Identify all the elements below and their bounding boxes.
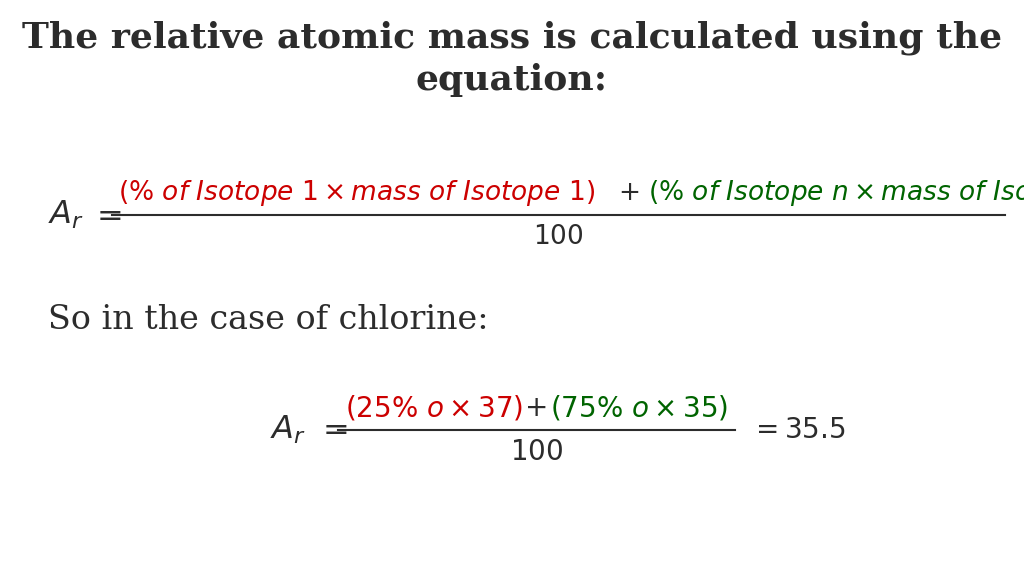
Text: $\mathit{(75\%\ o \times 35)}$: $\mathit{(75\%\ o \times 35)}$ (550, 394, 728, 422)
Text: $100$: $100$ (510, 439, 563, 466)
Text: $\mathit{(\%\ of\ Isotope\ 1 \times mass\ of\ Isotope\ 1)}$: $\mathit{(\%\ of\ Isotope\ 1 \times mass… (118, 178, 595, 208)
Text: $100$: $100$ (534, 224, 584, 250)
Text: $+$: $+$ (524, 394, 547, 421)
Text: $\mathit{A}_{r}$: $\mathit{A}_{r}$ (48, 199, 84, 231)
Text: $+$: $+$ (618, 180, 639, 205)
Text: equation:: equation: (416, 63, 608, 97)
Text: $=$: $=$ (90, 200, 122, 231)
Text: $= 35.5$: $= 35.5$ (750, 417, 846, 444)
Text: $=$: $=$ (316, 414, 347, 445)
Text: The relative atomic mass is calculated using the: The relative atomic mass is calculated u… (22, 21, 1002, 55)
Text: $\mathit{(\%\ of\ Isotope\ n \times mass\ of\ Isotope\ n)}$: $\mathit{(\%\ of\ Isotope\ n \times mass… (648, 178, 1024, 208)
Text: $\mathit{(25\%\ o \times 37)}$: $\mathit{(25\%\ o \times 37)}$ (345, 394, 523, 422)
Text: So in the case of chlorine:: So in the case of chlorine: (48, 304, 488, 336)
Text: $\mathit{A}_{r}$: $\mathit{A}_{r}$ (270, 414, 306, 446)
